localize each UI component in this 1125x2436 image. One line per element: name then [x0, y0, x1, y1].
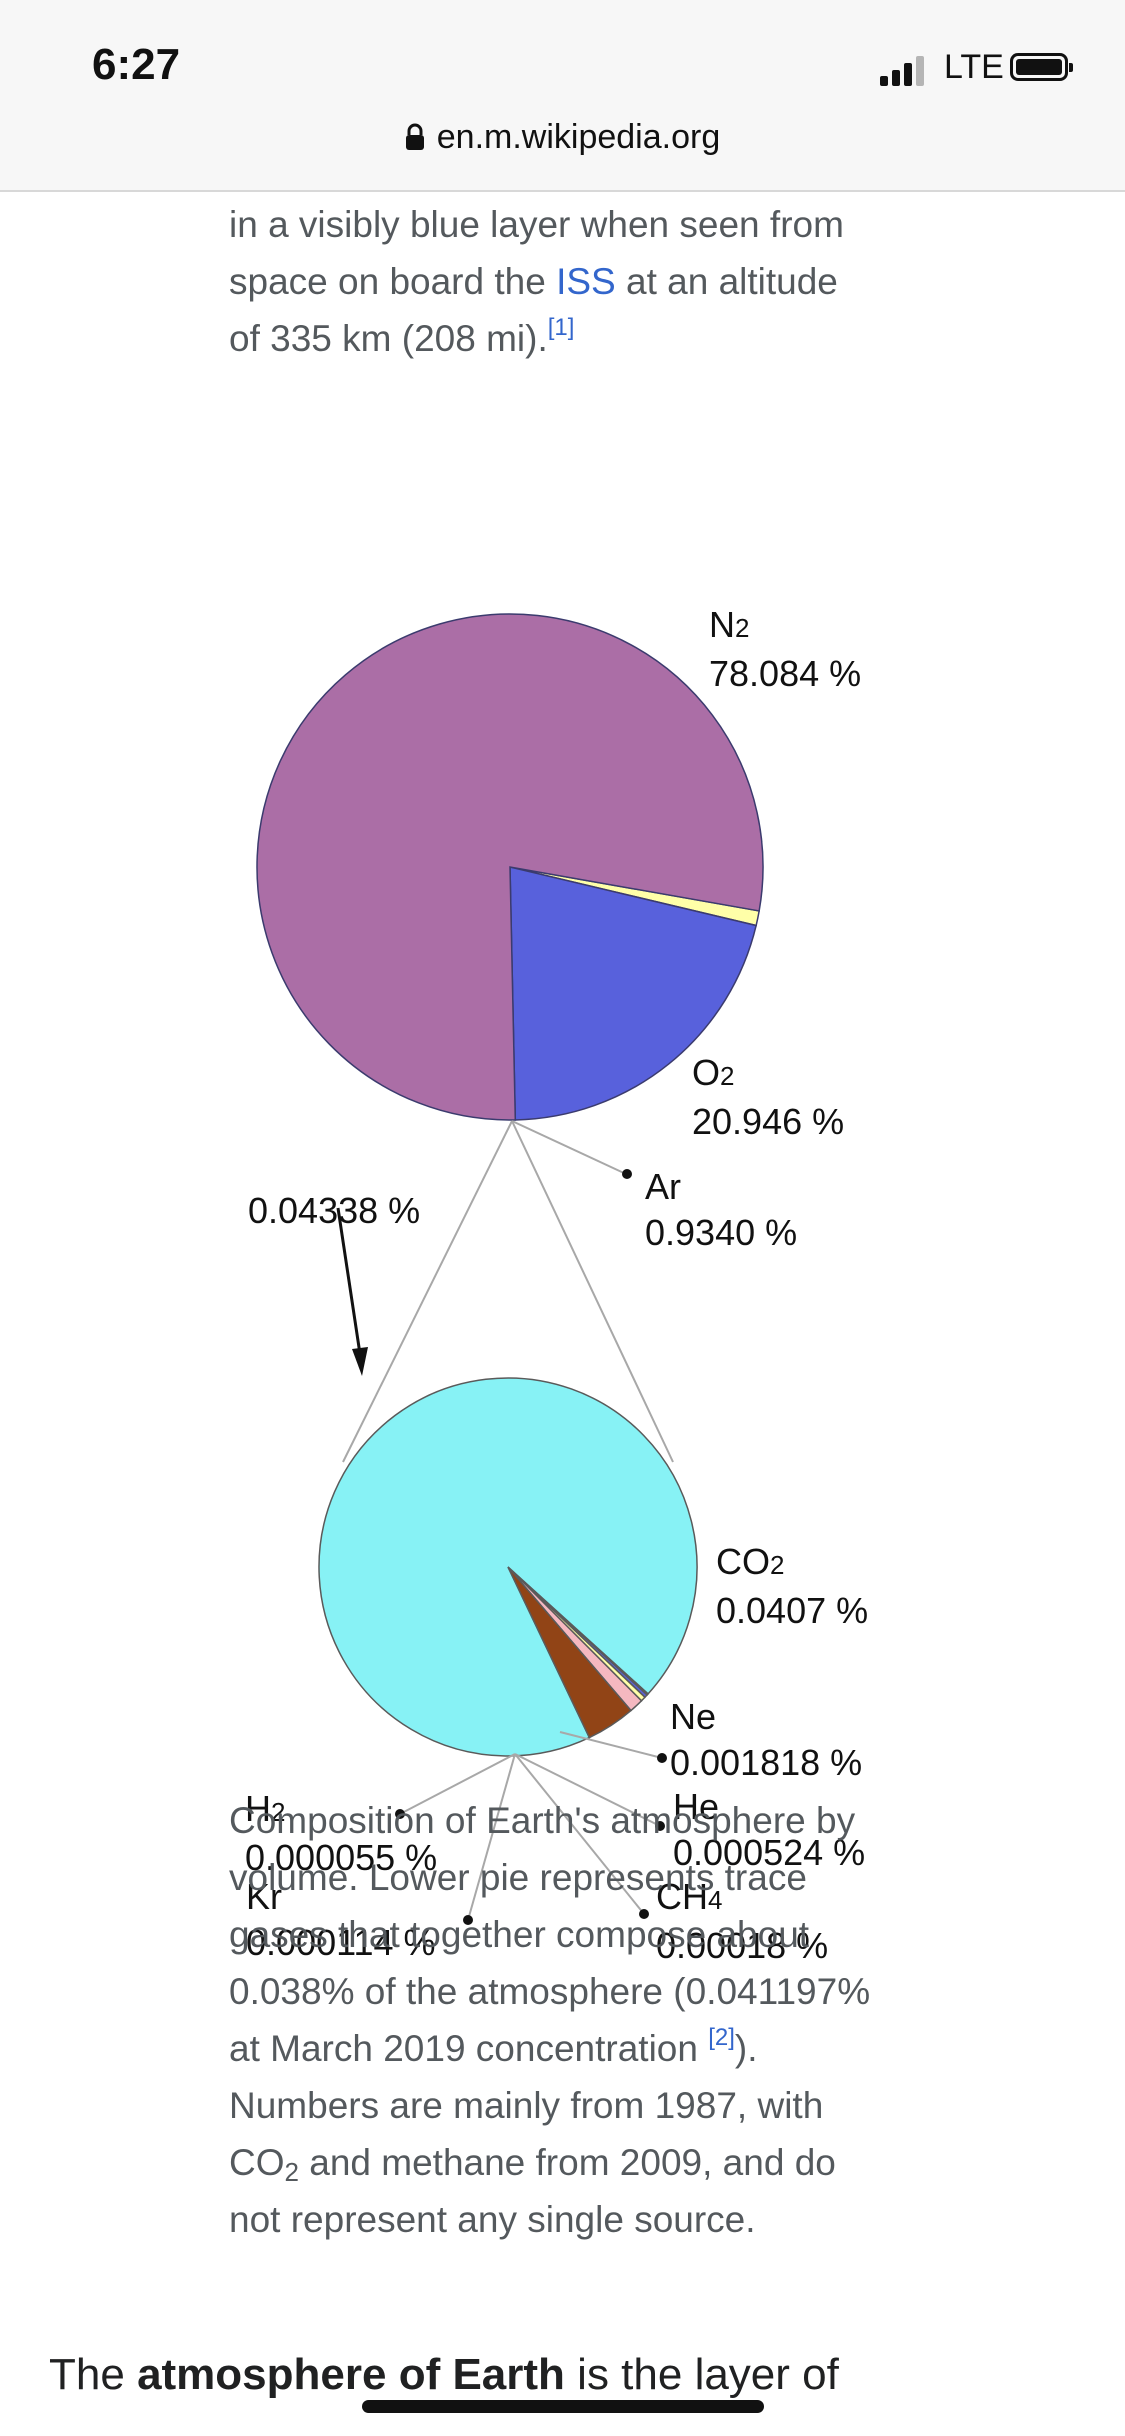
leader-lines	[395, 1731, 667, 1925]
intro-text: in a visibly blue layer when seen from s…	[229, 204, 844, 302]
label-trace-total: 0.04338 %	[248, 1190, 421, 1231]
lock-icon	[405, 123, 424, 150]
status-bar: 6:27 LTE en.m.wikipedia.org	[0, 0, 1125, 192]
address-bar[interactable]: en.m.wikipedia.org	[0, 118, 1125, 157]
url-text: en.m.wikipedia.org	[436, 118, 721, 156]
article-subject: atmosphere of Earth	[137, 2350, 565, 2399]
network-type: LTE	[944, 48, 1004, 86]
battery-icon	[1010, 53, 1073, 81]
figure-caption: Composition of Earth's atmosphere by vol…	[229, 1800, 871, 2240]
home-indicator[interactable]	[362, 2400, 764, 2413]
label-he: He 0.000524 %	[673, 1786, 866, 1873]
lead-sentence: The atmosphere of Earth is the layer of	[49, 2350, 839, 2399]
label-n2: N2 78.084 %	[709, 604, 862, 694]
reference-1[interactable]: [1]	[547, 314, 575, 341]
label-h2: H2 0.000055 %	[245, 1788, 438, 1878]
annotation-arrow	[336, 1207, 368, 1376]
pie-slice-o2	[509, 866, 758, 1121]
article-content: in a visibly blue layer when seen from s…	[0, 192, 1125, 2436]
upper-pie	[256, 613, 764, 1121]
signal-icon	[880, 56, 926, 86]
status-time: 6:27	[92, 40, 181, 89]
pie-slice-ne	[507, 1566, 633, 1739]
label-kr: Kr 0.000114 %	[246, 1876, 436, 1963]
label-ar: Ar 0.9340 %	[645, 1166, 798, 1253]
label-ch4: CH4 0.00018 %	[656, 1876, 829, 1966]
atmosphere-composition-chart[interactable]: N2 78.084 % O2 20.946 % Ar 0.9340 % 0.04338…	[0, 384, 1125, 1982]
label-co2: CO2 0.0407 %	[716, 1541, 869, 1631]
connector-lines	[342, 1120, 674, 1463]
intro-text-2: at an altitude of 335 km (208 mi).	[229, 261, 838, 359]
label-o2: O2 20.946 %	[692, 1052, 845, 1142]
intro-paragraph: in a visibly blue layer when seen from s…	[229, 196, 879, 367]
pie-slice-n2	[256, 613, 764, 1121]
iss-link[interactable]: ISS	[556, 261, 616, 302]
reference-2[interactable]: [2]	[708, 2024, 735, 2051]
lower-pie	[318, 1377, 698, 1757]
label-ne: Ne 0.001818 %	[670, 1696, 863, 1783]
